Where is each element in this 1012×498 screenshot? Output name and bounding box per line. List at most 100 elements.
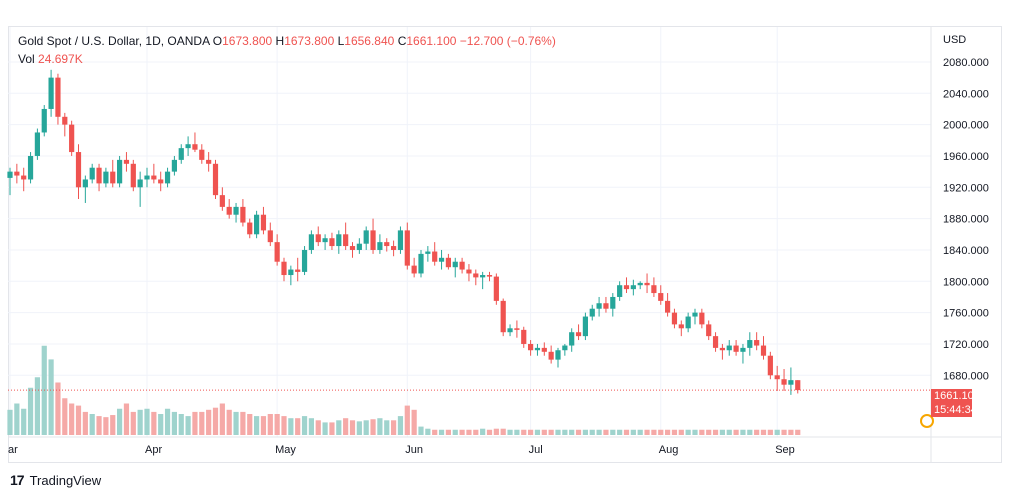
- candle-body: [226, 206, 232, 215]
- low-key: L: [337, 34, 345, 48]
- currency-label[interactable]: USD: [943, 34, 967, 46]
- volume-bar: [699, 429, 705, 435]
- candle-body: [219, 195, 225, 207]
- candle-body: [322, 238, 328, 243]
- x-tick-label: Aug: [659, 444, 679, 456]
- volume-bar: [514, 429, 520, 435]
- candle-body: [534, 347, 541, 351]
- volume-bar: [123, 403, 130, 435]
- candle-body: [377, 242, 383, 250]
- candle-body: [185, 144, 191, 149]
- event-marker-icon: [920, 414, 934, 428]
- volume-bar: [343, 418, 349, 435]
- symbol-title[interactable]: Gold Spot / U.S. Dollar, 1D, OANDA: [18, 34, 210, 48]
- candle-body: [528, 343, 534, 351]
- candle-body: [62, 116, 68, 125]
- volume-bar: [411, 409, 417, 435]
- candle-body: [356, 243, 362, 250]
- volume-bar: [678, 429, 684, 435]
- candle-body: [110, 171, 116, 184]
- volume-bar: [75, 405, 82, 435]
- candle-body: [151, 175, 157, 180]
- candle-body: [158, 179, 164, 184]
- volume-bar: [267, 414, 273, 435]
- volume-bar: [548, 429, 554, 435]
- candle-body: [212, 163, 219, 196]
- candle-body: [117, 159, 123, 184]
- tradingview-logo-icon: 17: [10, 472, 25, 488]
- candle-body: [596, 303, 602, 309]
- volume-bar: [459, 429, 465, 435]
- candle-body: [665, 300, 671, 313]
- volume-bar: [726, 429, 732, 435]
- volume-bar: [370, 419, 376, 435]
- volume-bar: [760, 429, 767, 435]
- volume-bar: [7, 409, 13, 435]
- candle-body: [788, 380, 794, 385]
- candle-body: [247, 222, 253, 235]
- volume-bar: [623, 429, 630, 435]
- candle-body: [582, 316, 588, 337]
- volume-bar: [685, 429, 691, 435]
- candle-body: [486, 275, 493, 277]
- candle-body: [397, 230, 404, 250]
- candle-body: [55, 77, 61, 117]
- change-value: −12.700 (−0.76%): [459, 34, 556, 48]
- candle-body: [541, 347, 547, 352]
- candle-body: [569, 332, 575, 346]
- brand-name: TradingView: [29, 472, 102, 488]
- candle-body: [288, 269, 294, 276]
- volume-bar: [712, 429, 719, 435]
- last-price-tag: 1661.100: [931, 389, 980, 403]
- candle-body: [767, 355, 773, 376]
- y-tick-label: 1880.000: [943, 214, 989, 226]
- candle-body: [521, 329, 527, 344]
- chart-frame[interactable]: [8, 26, 1002, 463]
- candle-body: [493, 276, 499, 301]
- countdown-tag: 15:44:34: [931, 403, 977, 417]
- candle-body: [671, 312, 678, 325]
- volume-bar: [158, 414, 164, 435]
- candle-body: [295, 269, 301, 272]
- volume-bar: [733, 429, 739, 435]
- candle-body: [171, 159, 177, 172]
- candle-body: [548, 351, 554, 360]
- volume-bar: [295, 418, 301, 435]
- volume-bar: [452, 429, 458, 435]
- volume-bar: [89, 414, 95, 435]
- candle-body: [206, 159, 212, 164]
- low-value: 1656.840: [344, 34, 395, 48]
- candle-body: [473, 273, 479, 278]
- volume-bar: [466, 429, 472, 435]
- candle-body: [178, 148, 184, 160]
- candle-body: [336, 234, 342, 247]
- x-tick-label: May: [275, 444, 296, 456]
- volume-bar: [438, 429, 445, 435]
- candle-body: [575, 332, 582, 337]
- volume-bar: [795, 429, 801, 435]
- candle-body: [603, 303, 609, 309]
- candle-body: [260, 214, 267, 231]
- candle-body: [685, 316, 691, 329]
- candle-body: [370, 230, 376, 250]
- candle-body: [589, 308, 595, 317]
- candle-body: [719, 347, 725, 351]
- candle-body: [699, 312, 705, 325]
- y-tick-label: 1680.000: [943, 370, 989, 382]
- volume-bar: [62, 398, 68, 435]
- candle-body: [69, 124, 75, 153]
- volume-bar: [349, 420, 356, 435]
- candle-body: [630, 285, 636, 290]
- volume-bar: [651, 429, 657, 435]
- candle-body: [459, 261, 465, 270]
- volume-bar: [185, 416, 191, 435]
- volume-bar: [82, 411, 88, 435]
- candle-body: [34, 132, 40, 156]
- candle-body: [425, 251, 431, 254]
- volume-bar: [171, 411, 177, 435]
- brand[interactable]: 17 TradingView: [10, 472, 101, 488]
- volume-bar: [569, 429, 575, 435]
- candle-body: [199, 149, 205, 160]
- candle-body: [240, 206, 246, 223]
